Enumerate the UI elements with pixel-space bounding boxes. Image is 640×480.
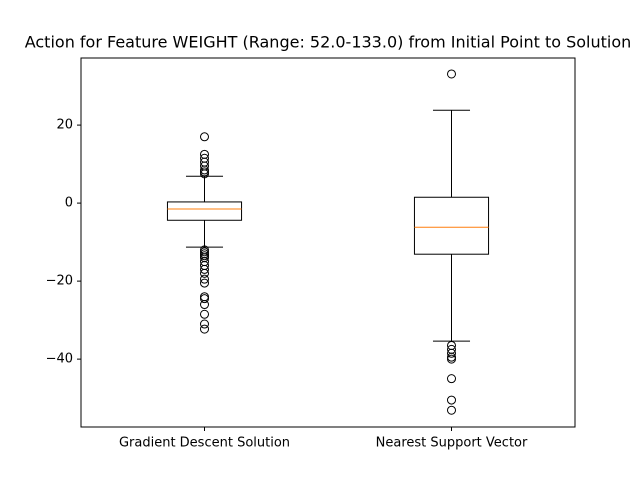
flier	[447, 354, 456, 364]
flier	[200, 324, 209, 334]
flier	[200, 319, 209, 329]
y-tick-label: 20	[56, 118, 73, 133]
flier	[447, 395, 456, 405]
flier	[447, 374, 456, 384]
axes-frame	[80, 57, 576, 428]
flier	[447, 405, 456, 415]
x-tick-label: Nearest Support Vector	[376, 436, 528, 451]
x-tick-label: Gradient Descent Solution	[119, 436, 290, 451]
box	[166, 201, 243, 221]
flier	[447, 69, 456, 79]
flier	[200, 169, 209, 179]
chart-title: Action for Feature WEIGHT (Range: 52.0-1…	[25, 33, 632, 52]
y-tick-label: −40	[46, 352, 73, 367]
flier	[200, 294, 209, 304]
flier	[200, 274, 209, 284]
flier	[447, 348, 456, 358]
y-tick-label: −20	[46, 274, 73, 289]
flier	[200, 264, 209, 274]
flier	[200, 268, 209, 278]
y-tick-label: 0	[65, 196, 73, 211]
flier	[200, 309, 209, 319]
flier	[200, 132, 209, 142]
box	[413, 196, 490, 255]
flier	[200, 278, 209, 288]
flier	[200, 300, 209, 310]
